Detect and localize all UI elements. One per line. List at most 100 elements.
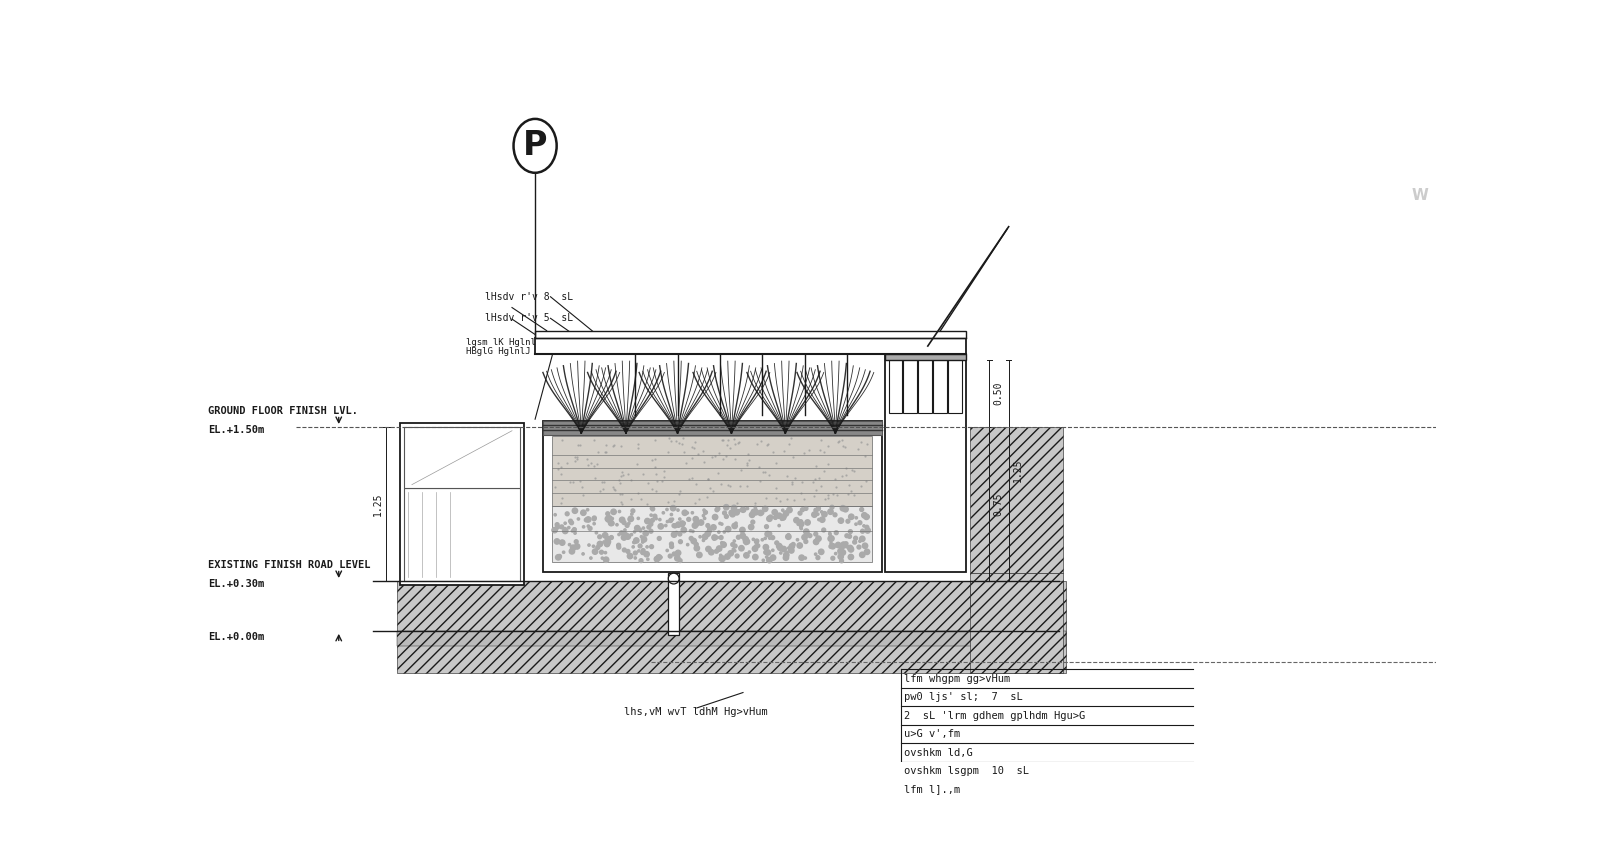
Circle shape — [709, 550, 714, 555]
Circle shape — [755, 544, 760, 548]
Circle shape — [773, 509, 778, 515]
Circle shape — [848, 547, 854, 552]
Circle shape — [755, 540, 758, 544]
Bar — [669, 574, 678, 635]
Text: lfm l].,m: lfm l].,m — [904, 785, 960, 794]
Circle shape — [829, 544, 834, 549]
Circle shape — [610, 521, 614, 526]
Bar — [397, 631, 1067, 646]
Circle shape — [630, 533, 632, 536]
Circle shape — [805, 520, 810, 525]
Circle shape — [565, 527, 566, 530]
Circle shape — [794, 518, 798, 523]
Circle shape — [587, 525, 589, 527]
Circle shape — [822, 512, 827, 517]
Circle shape — [672, 532, 677, 538]
Circle shape — [754, 509, 758, 515]
Circle shape — [835, 552, 837, 555]
Circle shape — [592, 549, 598, 555]
Circle shape — [752, 555, 758, 560]
Circle shape — [555, 555, 562, 560]
Circle shape — [786, 551, 789, 554]
Circle shape — [787, 533, 790, 536]
Circle shape — [816, 536, 821, 541]
Circle shape — [723, 504, 730, 510]
Circle shape — [738, 509, 739, 512]
Circle shape — [669, 574, 678, 584]
Circle shape — [739, 509, 742, 512]
Text: 1.25: 1.25 — [1013, 459, 1022, 482]
Circle shape — [598, 535, 602, 538]
Circle shape — [603, 532, 608, 538]
Text: GROUND FLOOR FINISH LVL.: GROUND FLOOR FINISH LVL. — [208, 406, 358, 416]
Circle shape — [675, 550, 682, 556]
Circle shape — [779, 552, 782, 554]
Circle shape — [552, 527, 557, 532]
Circle shape — [754, 506, 757, 508]
Circle shape — [744, 540, 747, 544]
Circle shape — [720, 542, 723, 544]
Circle shape — [582, 553, 584, 555]
Circle shape — [762, 512, 763, 514]
Circle shape — [763, 506, 768, 512]
Circle shape — [675, 556, 680, 561]
Circle shape — [560, 525, 563, 529]
Circle shape — [778, 525, 781, 526]
Circle shape — [605, 539, 611, 544]
Circle shape — [611, 517, 613, 520]
Circle shape — [653, 514, 658, 518]
Circle shape — [693, 523, 698, 528]
Circle shape — [670, 514, 672, 515]
Circle shape — [827, 509, 834, 514]
Circle shape — [565, 522, 566, 525]
Circle shape — [694, 521, 699, 526]
Circle shape — [718, 522, 722, 525]
Circle shape — [621, 535, 627, 540]
Circle shape — [840, 506, 845, 511]
Circle shape — [640, 530, 642, 532]
Circle shape — [854, 523, 858, 526]
Circle shape — [634, 531, 635, 533]
Text: 2  sL 'lrm gdhem gplhdm Hgu>G: 2 sL 'lrm gdhem gplhdm Hgu>G — [904, 710, 1085, 721]
Circle shape — [787, 547, 790, 550]
Circle shape — [666, 508, 669, 511]
Bar — [397, 581, 1067, 674]
Circle shape — [733, 544, 738, 548]
Circle shape — [574, 540, 578, 544]
Text: 0.50: 0.50 — [402, 446, 411, 469]
Text: 0.50: 0.50 — [994, 382, 1003, 405]
Bar — [970, 427, 1062, 574]
Circle shape — [605, 516, 611, 521]
Circle shape — [866, 528, 870, 533]
Circle shape — [605, 541, 610, 547]
Circle shape — [803, 539, 808, 544]
Circle shape — [768, 515, 773, 519]
Circle shape — [704, 517, 706, 520]
Circle shape — [605, 551, 606, 554]
Circle shape — [677, 509, 678, 511]
Circle shape — [846, 520, 850, 523]
Circle shape — [829, 536, 834, 541]
Circle shape — [818, 519, 821, 520]
Circle shape — [800, 527, 803, 530]
Circle shape — [605, 558, 608, 560]
Circle shape — [746, 543, 747, 544]
Circle shape — [862, 525, 866, 527]
Circle shape — [829, 532, 830, 535]
Circle shape — [734, 550, 736, 552]
Circle shape — [568, 526, 570, 529]
Circle shape — [626, 534, 630, 539]
Circle shape — [834, 513, 837, 517]
Circle shape — [616, 524, 618, 526]
Circle shape — [843, 507, 848, 512]
Circle shape — [619, 531, 624, 535]
Circle shape — [645, 519, 650, 524]
Circle shape — [845, 545, 848, 548]
Circle shape — [642, 537, 646, 542]
Circle shape — [666, 550, 669, 551]
Circle shape — [674, 524, 677, 528]
Text: lHsdv r'v 5  sL: lHsdv r'v 5 sL — [485, 313, 573, 324]
Circle shape — [622, 548, 626, 552]
Circle shape — [646, 526, 651, 529]
Circle shape — [805, 532, 810, 536]
